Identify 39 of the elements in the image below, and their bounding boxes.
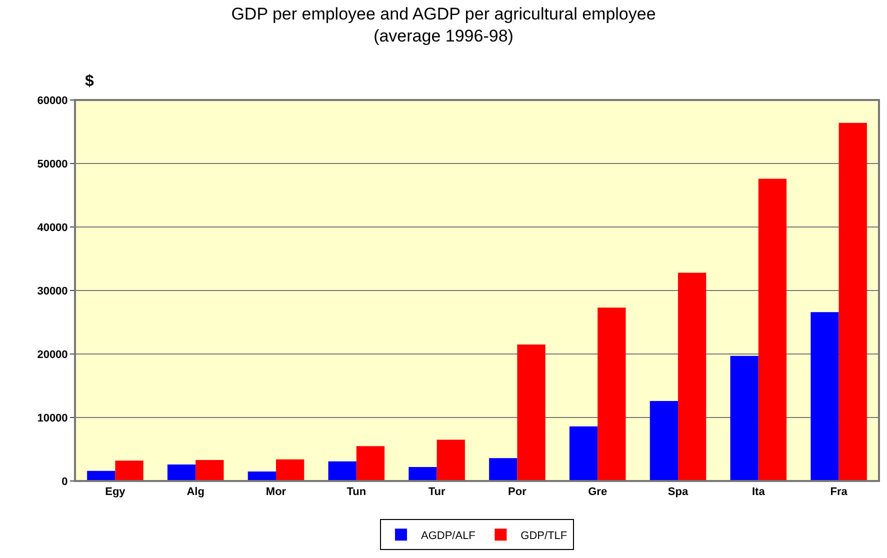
y-tick-label: 20000: [37, 348, 68, 361]
x-tick-label: Alg: [186, 486, 204, 498]
bar: [569, 426, 598, 481]
legend-label: AGDP/ALF: [421, 530, 476, 542]
y-tick-label: 10000: [37, 412, 68, 424]
y-axis-title: $: [85, 73, 94, 90]
bar: [730, 356, 758, 481]
x-tick-label: Tun: [346, 486, 366, 498]
x-tick-label: Fra: [830, 486, 848, 498]
y-tick-label: 40000: [37, 222, 68, 234]
bar: [196, 460, 224, 481]
x-tick-label: Egy: [105, 486, 126, 498]
x-tick-label: Por: [508, 486, 528, 498]
y-tick-label: 30000: [37, 285, 68, 298]
bar: [167, 464, 196, 481]
bar: [598, 308, 626, 481]
bar: [517, 344, 546, 481]
bar: [838, 122, 867, 481]
bar: [356, 446, 385, 481]
bar: [810, 312, 839, 481]
bar: [328, 461, 356, 481]
bar: [115, 460, 144, 481]
x-tick-label: Ita: [752, 486, 766, 498]
chart-title: GDP per employee and AGDP per agricultural employee (average 1996-98): [231, 4, 656, 46]
x-tick-label: Gre: [588, 486, 608, 498]
x-tick-label: Tur: [428, 486, 446, 498]
x-tick-label: Spa: [668, 486, 689, 498]
y-tick-label: 60000: [37, 94, 68, 107]
bar: [408, 467, 437, 481]
y-tick-label: 0: [62, 476, 68, 488]
bar: [678, 272, 706, 481]
bar: [436, 440, 465, 481]
bar: [758, 178, 787, 481]
bar: [650, 400, 678, 481]
bar: [489, 458, 518, 481]
bar: [276, 459, 304, 481]
x-tick-label: Mor: [266, 486, 287, 498]
y-tick-label: 50000: [37, 158, 68, 170]
legend-label: GDP/TLF: [520, 530, 568, 542]
